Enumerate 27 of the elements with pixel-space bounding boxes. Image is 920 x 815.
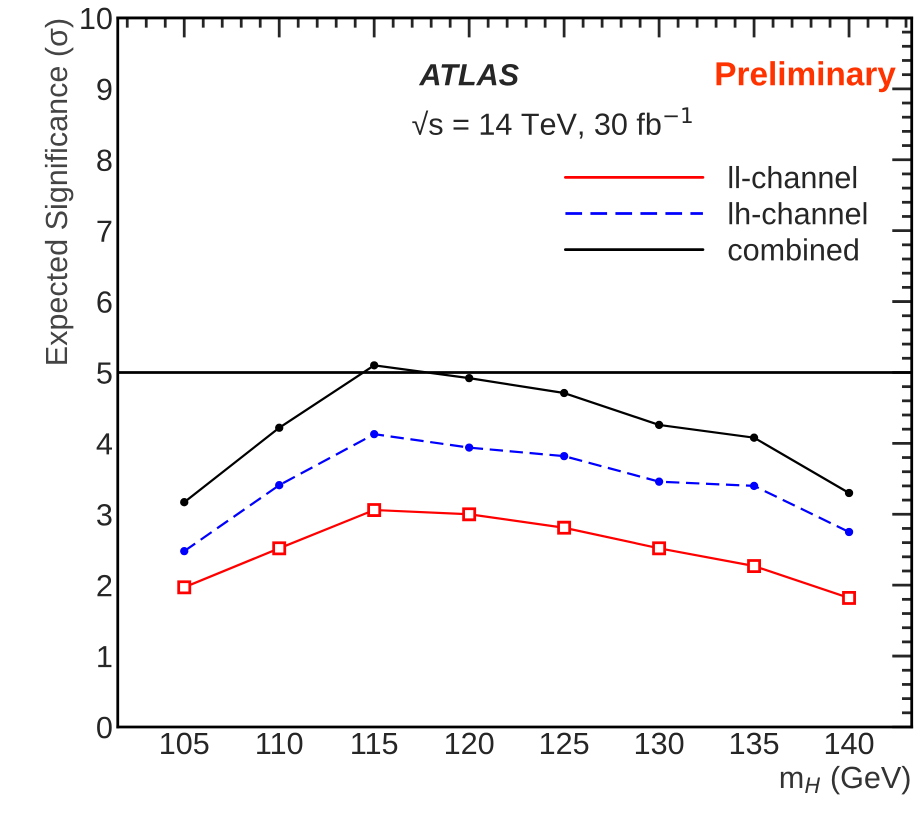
annotation: √s = 14 TeV, 30 fb$^{−1}$ — [412, 107, 692, 139]
legend-label: combined — [728, 238, 858, 261]
y-tick-label: 3 — [97, 504, 112, 526]
y-tick-label: 9 — [97, 78, 112, 100]
y-tick-label: 10 — [81, 8, 112, 30]
y-tick-label: 0 — [97, 716, 112, 738]
annotation: Preliminary — [716, 61, 896, 92]
annotation: ATLAS — [418, 64, 519, 86]
x-tick-label: 125 — [540, 732, 588, 754]
x-tick-label: 105 — [161, 732, 208, 754]
x-tick-label: 115 — [352, 732, 398, 754]
y-tick-label: 4 — [96, 433, 112, 454]
x-tick-label: 130 — [636, 732, 684, 754]
x-tick-label: 120 — [446, 732, 494, 754]
legend-label: ll-channel — [729, 166, 856, 188]
y-tick-label: 5 — [97, 362, 112, 384]
x-tick-label: 110 — [257, 732, 302, 754]
y-tick-label: 2 — [97, 574, 112, 596]
x-tick-label: 140 — [826, 732, 874, 754]
y-axis-title: Expected Significance (σ) — [44, 20, 74, 364]
x-tick-label: 135 — [730, 732, 778, 754]
y-tick-label: 6 — [97, 291, 112, 313]
y-tick-label: 8 — [97, 149, 112, 172]
legend-label: lh-channel — [729, 202, 866, 225]
y-tick-label: 7 — [97, 220, 112, 242]
x-axis-title: m$_{H}$ (GeV) — [780, 766, 910, 794]
y-tick-label: 1 — [98, 646, 112, 668]
